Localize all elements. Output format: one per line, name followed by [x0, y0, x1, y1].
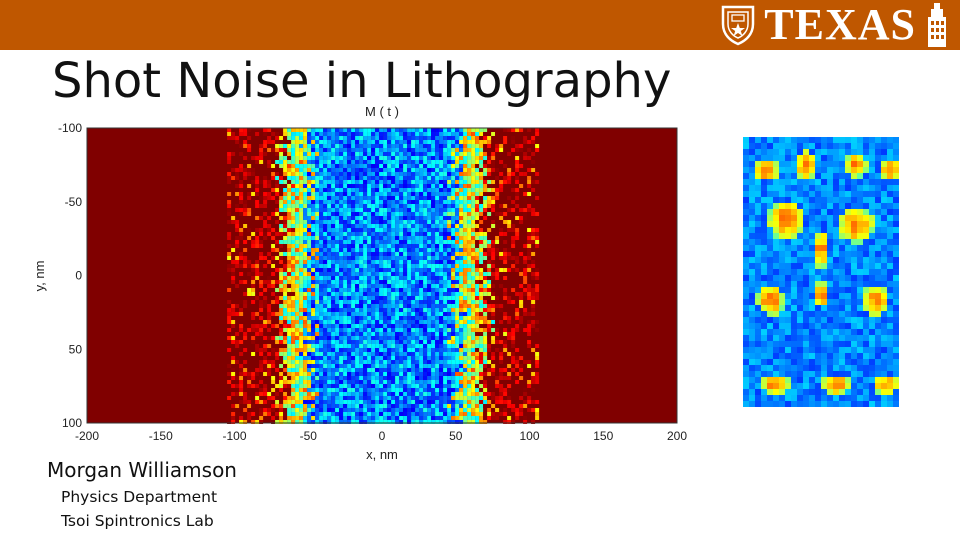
x-tick-label: 200: [667, 429, 687, 443]
x-tick-label: 0: [379, 429, 386, 443]
ut-seal-icon: [722, 5, 755, 46]
ut-texas-logo: TEXAS: [675, 0, 950, 50]
affiliation-lab: Tsoi Spintronics Lab: [61, 512, 214, 530]
x-tick-label: -100: [222, 429, 246, 443]
y-tick-label: 0: [75, 269, 82, 283]
logo-text: TEXAS: [764, 0, 916, 49]
x-tick-label: -50: [300, 429, 318, 443]
lithography-pattern-image: [743, 137, 899, 407]
author-name: Morgan Williamson: [47, 458, 237, 482]
x-tick-label: -200: [75, 429, 99, 443]
ut-tower-icon: [928, 3, 946, 47]
x-tick-label: 100: [519, 429, 539, 443]
chart-title: M ( t ): [365, 104, 399, 119]
y-tick-label: 50: [69, 342, 83, 356]
slide-title: Shot Noise in Lithography: [52, 53, 672, 109]
y-tick-label: -50: [65, 195, 83, 209]
affiliation-department: Physics Department: [61, 488, 218, 506]
heatmap-chart: M ( t ) x, nm y, nm -200 -150 -100 -50 0 50 10…: [32, 104, 687, 462]
x-tick-label: -150: [149, 429, 173, 443]
header-bar: TEXAS: [0, 0, 960, 50]
y-axis-label: y, nm: [32, 261, 47, 292]
x-axis-label: x, nm: [366, 447, 398, 462]
y-tick-label: -100: [58, 121, 82, 135]
y-tick-label: 100: [62, 416, 82, 430]
x-tick-label: 150: [593, 429, 613, 443]
x-tick-label: 50: [449, 429, 463, 443]
plot-frame: [86, 127, 678, 424]
